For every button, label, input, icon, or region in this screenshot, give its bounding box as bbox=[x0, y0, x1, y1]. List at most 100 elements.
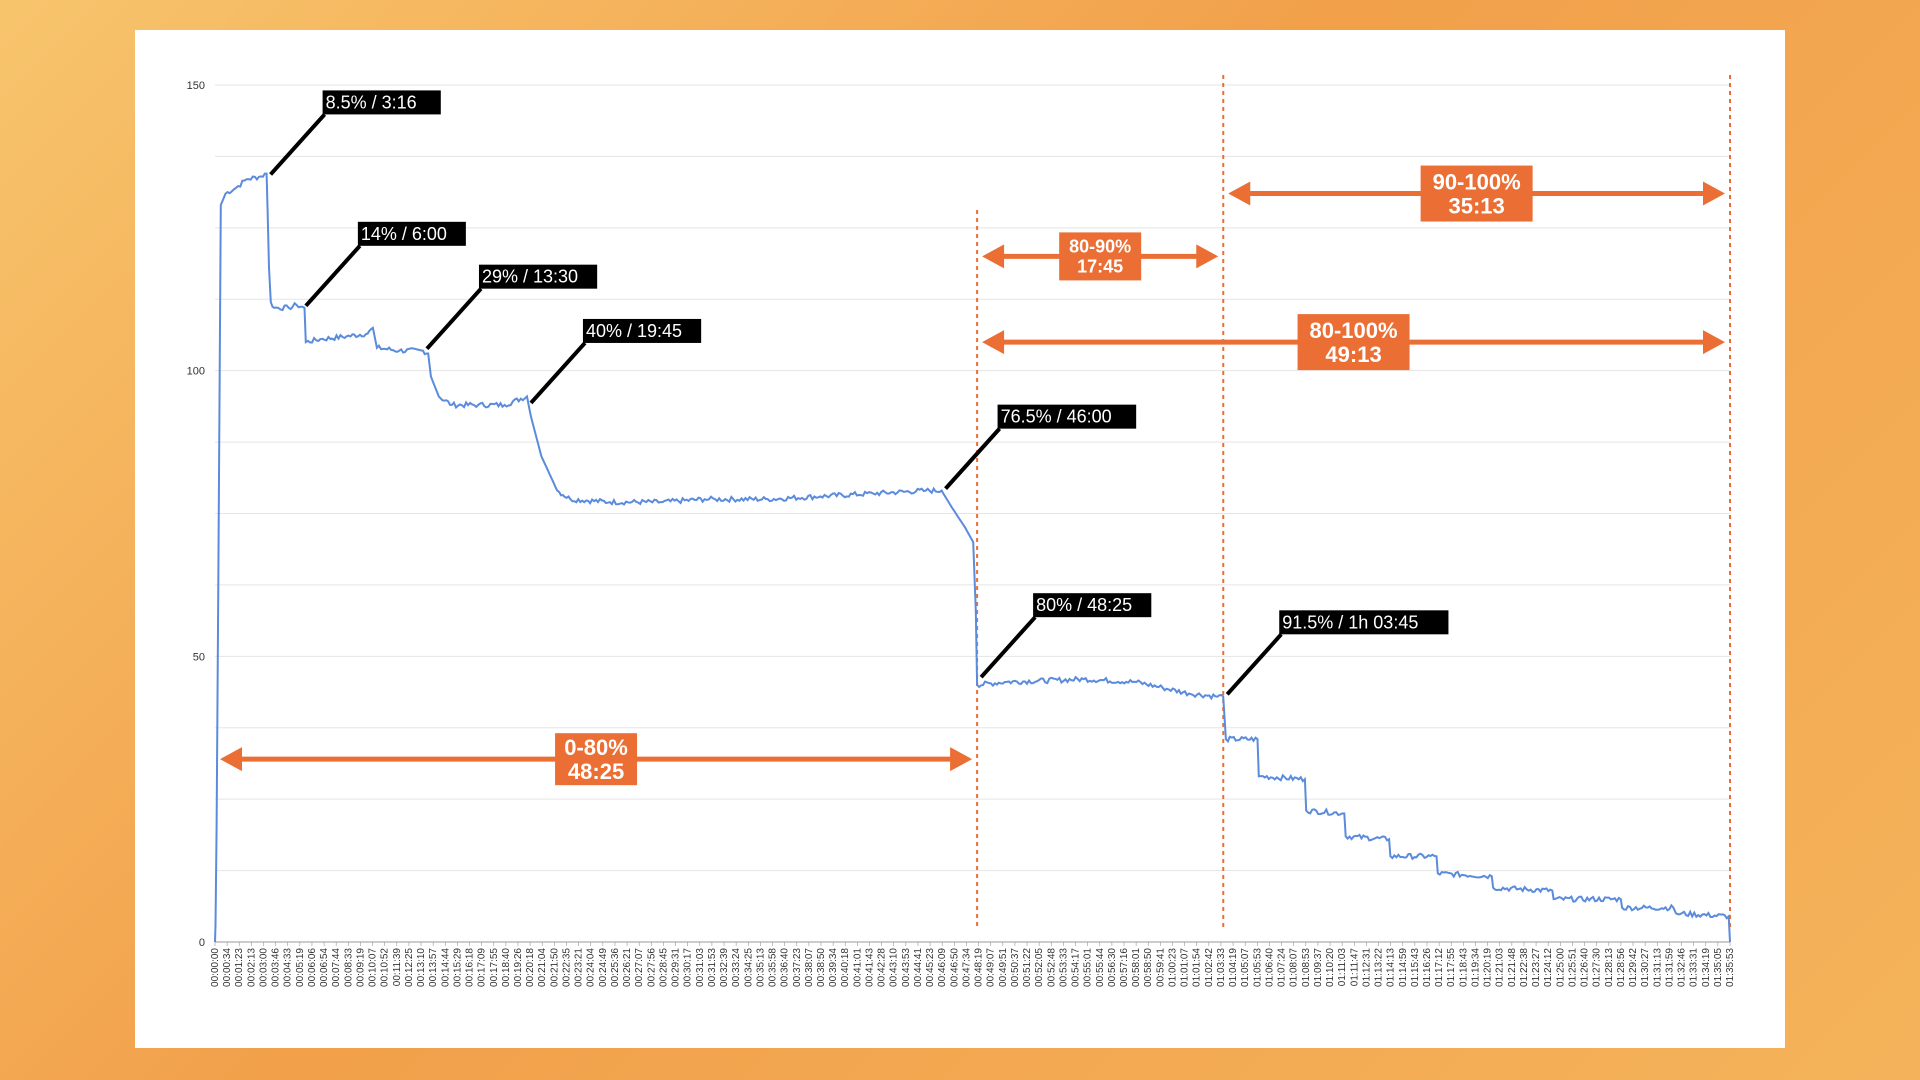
x-tick-label: 01:15:43 bbox=[1410, 948, 1421, 987]
x-tick-label: 01:06:40 bbox=[1264, 948, 1275, 987]
x-tick-label: 00:12:25 bbox=[404, 948, 415, 987]
x-tick-label: 01:04:19 bbox=[1228, 948, 1239, 987]
range-arrowhead-right bbox=[1703, 181, 1725, 206]
callout: 14% / 6:00 bbox=[304, 221, 466, 308]
x-tick-label: 01:25:00 bbox=[1555, 948, 1566, 987]
x-tick-label: 00:24:04 bbox=[586, 948, 597, 987]
x-tick-label: 00:52:05 bbox=[1034, 948, 1045, 987]
range-label-box bbox=[1059, 232, 1142, 281]
x-tick-label: 00:50:37 bbox=[1010, 948, 1021, 987]
x-tick-label: 00:03:00 bbox=[258, 948, 269, 987]
x-tick-label: 01:14:13 bbox=[1386, 948, 1397, 987]
x-tick-label: 01:05:53 bbox=[1252, 948, 1263, 987]
x-tick-label: 00:29:31 bbox=[671, 948, 682, 987]
callout-leader bbox=[979, 615, 1037, 679]
x-tick-label: 00:08:33 bbox=[343, 948, 354, 987]
x-tick-label: 00:46:50 bbox=[949, 948, 960, 987]
x-tick-label: 00:40:18 bbox=[840, 948, 851, 987]
vertical-markers bbox=[976, 75, 1731, 927]
callout-leader bbox=[1225, 632, 1283, 696]
x-tick-label: 01:33:31 bbox=[1689, 948, 1700, 987]
x-tick-label: 01:09:37 bbox=[1313, 948, 1324, 987]
range-arrowhead-left bbox=[982, 330, 1005, 355]
x-tick-label: 00:27:56 bbox=[646, 948, 657, 987]
callout-box bbox=[1279, 610, 1449, 635]
range-arrowhead-left bbox=[220, 747, 242, 772]
y-tick-label: 50 bbox=[193, 651, 205, 663]
x-tick-label: 01:30:27 bbox=[1640, 948, 1651, 987]
range-label: 80-100% bbox=[1310, 318, 1398, 343]
x-tick-label: 00:04:33 bbox=[283, 948, 294, 987]
x-tick-label: 00:17:55 bbox=[489, 948, 500, 987]
range-annotations: 0-80%48:25 80-90%17:45 80-100%49:13 90-100%… bbox=[220, 165, 1725, 786]
x-tick-label: 01:35:05 bbox=[1713, 948, 1724, 987]
x-tick-label: 01:08:07 bbox=[1289, 948, 1300, 987]
callout-leader bbox=[269, 113, 327, 176]
callout-box bbox=[357, 221, 466, 246]
x-tick-label: 01:34:19 bbox=[1701, 948, 1712, 987]
x-tick-label: 00:09:19 bbox=[355, 948, 366, 987]
x-tick-label: 00:30:17 bbox=[683, 948, 694, 987]
callouts: 8.5% / 3:16 14% / 6:00 29% / 13:30 40% / 19… bbox=[269, 90, 1449, 696]
range-arrowhead-right bbox=[1703, 330, 1725, 355]
range-value: 49:13 bbox=[1325, 342, 1381, 367]
callout: 40% / 19:45 bbox=[529, 318, 702, 405]
x-tick-label: 01:31:59 bbox=[1664, 948, 1675, 987]
x-tick-label: 01:05:07 bbox=[1240, 948, 1251, 987]
x-tick-label: 01:07:24 bbox=[1277, 948, 1288, 987]
x-tick-label: 00:20:18 bbox=[525, 948, 536, 987]
x-tick-label: 00:22:35 bbox=[561, 948, 572, 987]
callout-label: 14% / 6:00 bbox=[361, 224, 447, 244]
x-tick-label: 00:41:01 bbox=[852, 948, 863, 987]
x-tick-label: 00:32:39 bbox=[719, 948, 730, 987]
callout: 8.5% / 3:16 bbox=[269, 90, 441, 176]
range-arrowhead-right bbox=[950, 747, 973, 772]
range-label-box bbox=[1297, 314, 1410, 371]
x-tick-label: 00:33:24 bbox=[731, 948, 742, 987]
line-chart: 0 50 100 150 00:00:00 00:00:34 00:01:23 00:02:… bbox=[187, 75, 1736, 987]
series-line bbox=[214, 172, 1731, 943]
range-label: 0-80% bbox=[564, 735, 628, 760]
x-tick-label: 00:14:44 bbox=[440, 948, 451, 987]
range-annotation: 80-100%49:13 bbox=[982, 314, 1725, 371]
x-tick-label: 01:32:46 bbox=[1677, 948, 1688, 987]
x-tick-label: 00:51:22 bbox=[1022, 948, 1033, 987]
x-tick-label: 01:14:59 bbox=[1398, 948, 1409, 987]
callout-label: 8.5% / 3:16 bbox=[326, 92, 417, 112]
callout-leader bbox=[529, 341, 587, 405]
x-tick-label: 00:16:18 bbox=[465, 948, 476, 987]
x-tick-label: 00:05:19 bbox=[295, 948, 306, 987]
callout-label: 76.5% / 46:00 bbox=[1001, 407, 1112, 427]
x-tick-label: 01:27:30 bbox=[1592, 948, 1603, 987]
x-tick-label: 00:58:50 bbox=[1143, 948, 1154, 987]
gridlines bbox=[215, 84, 1730, 943]
x-tick-label: 00:45:23 bbox=[925, 948, 936, 987]
x-tick-label: 00:06:06 bbox=[307, 948, 318, 987]
x-tick-label: 01:03:33 bbox=[1216, 948, 1227, 987]
x-tick-label: 00:15:29 bbox=[452, 948, 463, 987]
x-tick-label: 00:43:53 bbox=[901, 948, 912, 987]
x-tick-label: 00:27:07 bbox=[634, 948, 645, 987]
x-tick-label: 00:21:04 bbox=[537, 948, 548, 987]
range-arrowhead-left bbox=[982, 244, 1005, 269]
x-tick-label: 00:49:07 bbox=[986, 948, 997, 987]
x-tick-label: 00:23:21 bbox=[574, 948, 585, 987]
x-tick-label: 00:36:40 bbox=[780, 948, 791, 987]
x-tick-label: 01:01:07 bbox=[1180, 948, 1191, 987]
x-tick-label: 00:28:45 bbox=[658, 948, 669, 987]
x-tick-label: 01:21:48 bbox=[1507, 948, 1518, 987]
callout-leader bbox=[425, 287, 483, 351]
x-tick-label: 00:56:30 bbox=[1107, 948, 1118, 987]
x-tick-label: 01:22:38 bbox=[1519, 948, 1530, 987]
x-tick-label: 00:10:52 bbox=[380, 948, 391, 987]
range-label-box bbox=[555, 733, 638, 786]
x-tick-label: 01:13:22 bbox=[1374, 948, 1385, 987]
x-tick-label: 00:41:43 bbox=[864, 948, 875, 987]
x-tick-label: 00:37:23 bbox=[792, 948, 803, 987]
x-tick-label: 01:17:12 bbox=[1434, 948, 1445, 987]
callout-box bbox=[478, 264, 598, 289]
x-tick-label: 00:38:50 bbox=[816, 948, 827, 987]
callout-label: 80% / 48:25 bbox=[1036, 595, 1132, 615]
x-tick-label: 01:23:27 bbox=[1531, 948, 1542, 987]
range-label-box bbox=[1420, 165, 1533, 222]
